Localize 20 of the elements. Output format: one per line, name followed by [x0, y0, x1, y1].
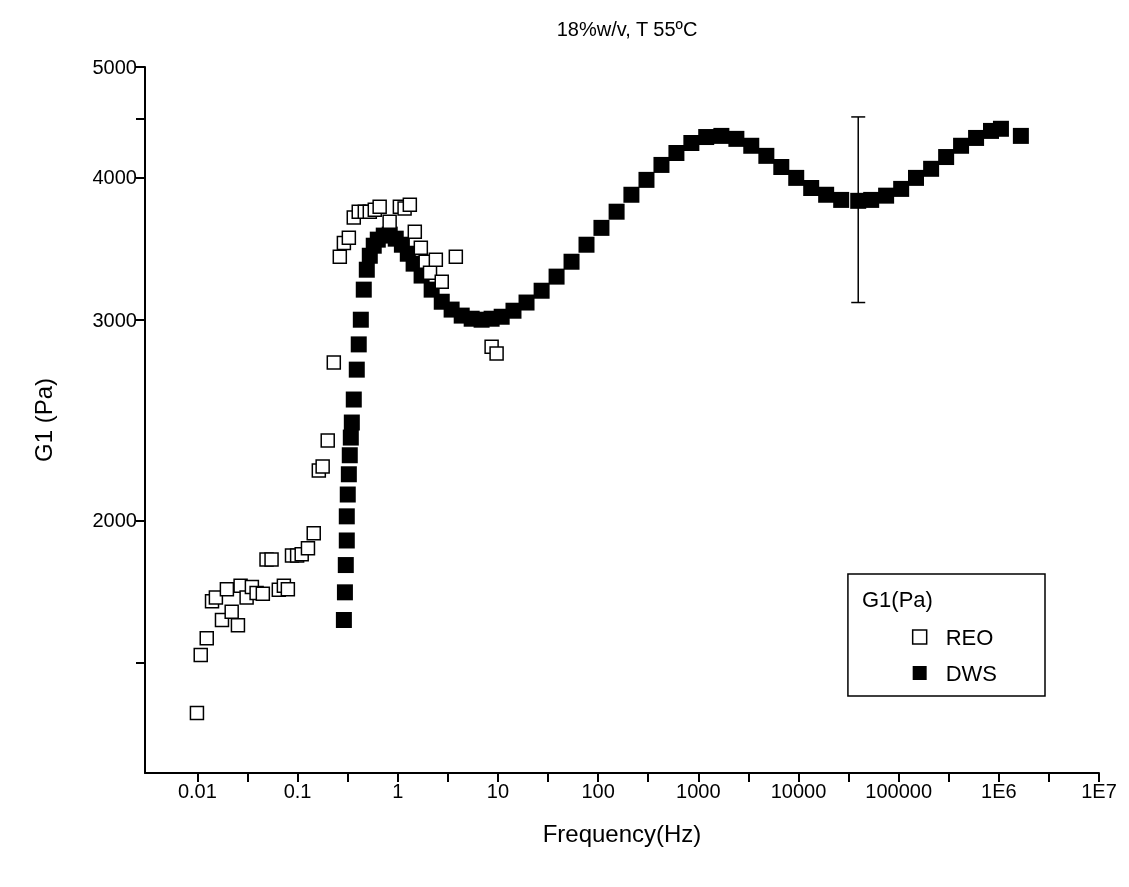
y-tick-label: 3000 — [92, 308, 137, 331]
x-tick-label: 1000 — [676, 780, 721, 802]
y-tick-label: 5000 — [92, 56, 137, 78]
x-tick-label: 1 — [392, 780, 404, 802]
legend-label: REO — [945, 624, 994, 650]
x-tick-label: 0.01 — [177, 780, 217, 802]
x-axis-title: Frequency(Hz) — [542, 819, 702, 847]
x-tick-label: 10000 — [770, 780, 827, 802]
x-tick-label: 100000 — [865, 780, 933, 802]
x-tick-label: 0.1 — [283, 780, 312, 802]
x-tick-label: 1E6 — [981, 780, 1017, 802]
x-tick-label: 10 — [486, 780, 510, 802]
y-axis-title: G1 (Pa) — [29, 377, 57, 463]
legend-label: DWS — [945, 660, 997, 686]
x-tick-label: 100 — [581, 780, 615, 802]
x-tick-label: 1E7 — [1081, 780, 1117, 802]
y-tick-label: 2000 — [92, 509, 137, 532]
legend-title: G1(Pa) — [862, 586, 933, 612]
y-tick-label: 4000 — [92, 166, 137, 189]
chart-title: 18%w/v, T 55ºC — [556, 18, 698, 40]
